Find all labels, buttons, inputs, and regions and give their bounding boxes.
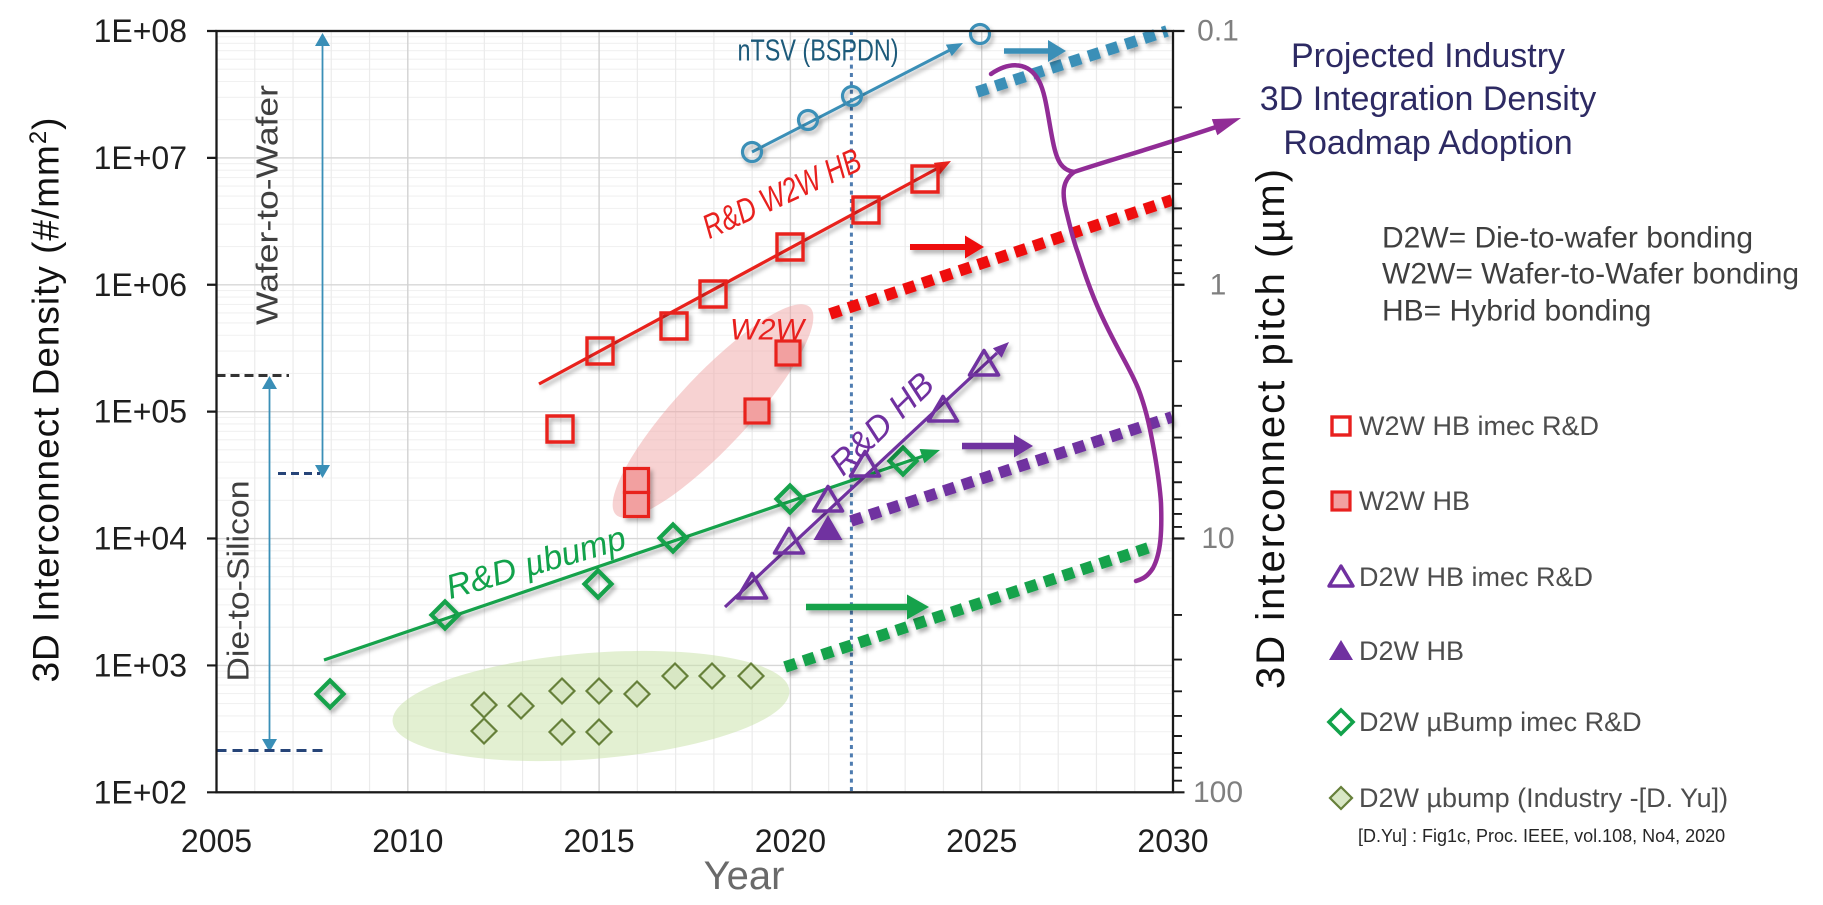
svg-text:Wafer-to-Wafer: Wafer-to-Wafer	[250, 85, 285, 325]
svg-text:Projected Industry: Projected Industry	[1291, 37, 1565, 75]
svg-text:2030: 2030	[1137, 823, 1208, 859]
svg-text:2015: 2015	[564, 823, 635, 859]
svg-text:Die-to-Silicon: Die-to-Silicon	[221, 481, 256, 682]
svg-text:2020: 2020	[755, 823, 826, 859]
svg-text:1E+08: 1E+08	[94, 13, 187, 49]
svg-text:100: 100	[1193, 776, 1243, 809]
svg-text:1E+02: 1E+02	[94, 774, 187, 810]
svg-text:D2W= Die-to-wafer bonding: D2W= Die-to-wafer bonding	[1382, 222, 1753, 255]
svg-text:1E+05: 1E+05	[94, 394, 187, 430]
svg-text:W2W HB: W2W HB	[1359, 486, 1470, 516]
svg-text:1E+07: 1E+07	[94, 140, 187, 176]
svg-text:3D interconnect pitch (µm): 3D interconnect pitch (µm)	[1249, 169, 1293, 689]
svg-text:1: 1	[1210, 268, 1227, 301]
svg-text:1E+04: 1E+04	[94, 521, 187, 557]
svg-text:1E+06: 1E+06	[94, 267, 187, 303]
svg-text:W2W: W2W	[730, 314, 807, 347]
svg-text:W2W HB imec R&D: W2W HB imec R&D	[1359, 411, 1599, 441]
svg-text:D2W HB: D2W HB	[1359, 636, 1464, 666]
svg-text:D2W HB imec R&D: D2W HB imec R&D	[1359, 562, 1593, 592]
svg-text:3D Integration Density: 3D Integration Density	[1260, 80, 1596, 118]
svg-text:D2W µBump imec R&D: D2W µBump imec R&D	[1359, 707, 1642, 737]
svg-text:2010: 2010	[372, 823, 443, 859]
svg-text:2005: 2005	[181, 823, 252, 859]
svg-text:10: 10	[1201, 522, 1234, 555]
svg-text:0.1: 0.1	[1197, 15, 1239, 48]
svg-text:2025: 2025	[946, 823, 1017, 859]
svg-text:HB= Hybrid bonding: HB= Hybrid bonding	[1382, 295, 1651, 328]
svg-text:Year: Year	[704, 854, 785, 898]
svg-text:Roadmap Adoption: Roadmap Adoption	[1283, 124, 1572, 162]
svg-text:D2W µbump (Industry -[D. Yu]): D2W µbump (Industry -[D. Yu])	[1359, 783, 1728, 813]
svg-text:3D Interconnect Density (#/mm2: 3D Interconnect Density (#/mm2)	[25, 118, 66, 683]
svg-text:1E+03: 1E+03	[94, 647, 187, 683]
svg-text:[D.Yu] : Fig1c, Proc. IEEE, vo: [D.Yu] : Fig1c, Proc. IEEE, vol.108, No4…	[1358, 826, 1725, 846]
svg-text:W2W= Wafer-to-Wafer bonding: W2W= Wafer-to-Wafer bonding	[1382, 258, 1799, 291]
svg-text:nTSV (BSPDN): nTSV (BSPDN)	[738, 33, 899, 68]
